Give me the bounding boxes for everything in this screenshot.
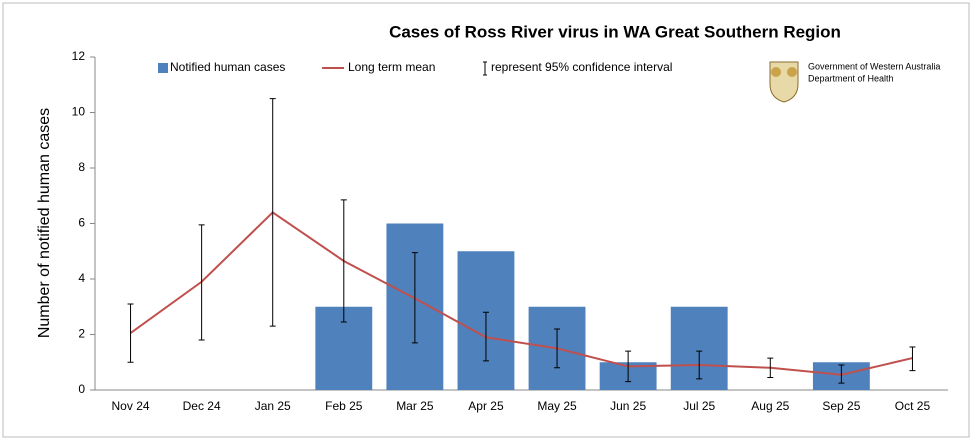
chart-title: Cases of Ross River virus in WA Great So… <box>389 22 841 41</box>
error-bar <box>127 303 134 363</box>
y-tick-label: 10 <box>72 105 86 119</box>
legend-label: represent 95% confidence interval <box>491 60 672 74</box>
x-tick-label: Nov 24 <box>112 399 150 413</box>
error-bar <box>767 357 774 379</box>
y-tick-label: 4 <box>78 271 85 285</box>
y-tick-label: 2 <box>78 327 85 341</box>
x-tick-label: Mar 25 <box>396 399 434 413</box>
logo-icon <box>787 67 797 77</box>
legend-swatch <box>158 63 168 73</box>
y-axis-label: Number of notified human cases <box>36 108 53 338</box>
y-tick-label: 12 <box>72 49 86 63</box>
error-bar <box>411 252 418 344</box>
legend-label: Notified human cases <box>170 60 285 74</box>
error-bar <box>482 311 489 362</box>
error-bar <box>696 350 703 380</box>
logo-text: Government of Western Australia <box>808 61 940 71</box>
y-tick-label: 8 <box>78 160 85 174</box>
y-tick-label: 0 <box>78 382 85 396</box>
x-tick-label: Jun 25 <box>610 399 646 413</box>
logo-icon <box>771 67 781 77</box>
error-bar <box>909 346 916 372</box>
legend-label: Long term mean <box>348 60 435 74</box>
mean-line <box>129 211 913 376</box>
x-tick-label: Sep 25 <box>822 399 860 413</box>
error-bar <box>625 350 632 383</box>
legend-swatch <box>483 61 487 76</box>
x-tick-label: May 25 <box>537 399 577 413</box>
logo-text: Department of Health <box>808 73 894 83</box>
x-tick-label: Aug 25 <box>751 399 789 413</box>
x-tick-label: Feb 25 <box>325 399 363 413</box>
logo: Government of Western Australia Departme… <box>769 61 940 103</box>
x-tick-label: Oct 25 <box>895 399 931 413</box>
error-bar <box>269 98 276 327</box>
x-tick-label: Apr 25 <box>468 399 504 413</box>
x-tick-label: Jan 25 <box>255 399 291 413</box>
error-bar <box>838 364 845 384</box>
error-bar <box>198 224 205 341</box>
x-tick-label: Jul 25 <box>683 399 715 413</box>
error-bar <box>554 328 561 369</box>
error-bar <box>340 199 347 323</box>
y-tick-label: 6 <box>78 216 85 230</box>
x-tick-label: Dec 24 <box>183 399 221 413</box>
